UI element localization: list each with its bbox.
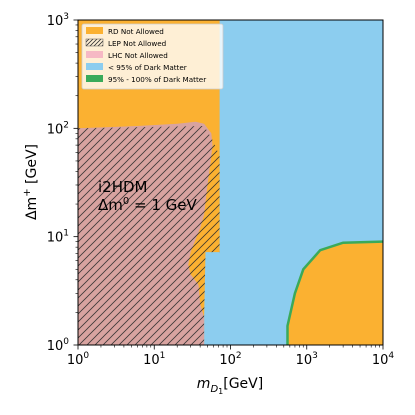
legend: RD Not Allowed LEP Not Allowed LHC Not All… [81,23,224,90]
dm-below-95-region [204,20,383,345]
legend-label-dm_ok: 95% - 100% of Dark Matter [108,75,206,84]
y-tick-label: 100 [47,337,70,354]
annotation-delta-m0: Δm0 = 1 GeV [98,196,198,214]
y-tick-label: 101 [47,229,69,246]
lep-not-allowed-region [78,126,220,345]
x-tick-label: 101 [143,351,165,368]
y-axis-label: Δm+ [GeV] [22,144,40,220]
x-tick-label: 104 [372,351,395,368]
x-tick-label: 100 [67,351,90,368]
legend-swatch-dm_ok [86,75,103,82]
legend-label-dm_low: < 95% of Dark Matter [108,63,187,72]
plot-area [78,20,383,345]
annotation-model: i2HDM [98,178,147,196]
legend-label-rd: RD Not Allowed [108,27,164,36]
legend-box [81,23,224,90]
x-axis-label: mD1[GeV] [197,376,263,396]
x-tick-label: 102 [219,351,241,368]
legend-swatch-dm_low [86,63,103,70]
x-tick-label: 103 [296,351,318,368]
legend-swatch-rd [86,27,103,34]
legend-swatch-lep [85,38,104,47]
legend-label-lep: LEP Not Allowed [108,39,166,48]
y-tick-label: 102 [47,120,69,137]
annotation: i2HDM Δm0 = 1 GeV [98,178,198,214]
legend-swatch-lhc [86,51,103,58]
dm-95-100-curve [286,240,383,345]
y-tick-label: 103 [47,12,69,29]
axis-ticks: 100 101 102 103 104 100 101 102 103 [47,12,395,368]
legend-label-lhc: LHC Not Allowed [108,51,168,60]
